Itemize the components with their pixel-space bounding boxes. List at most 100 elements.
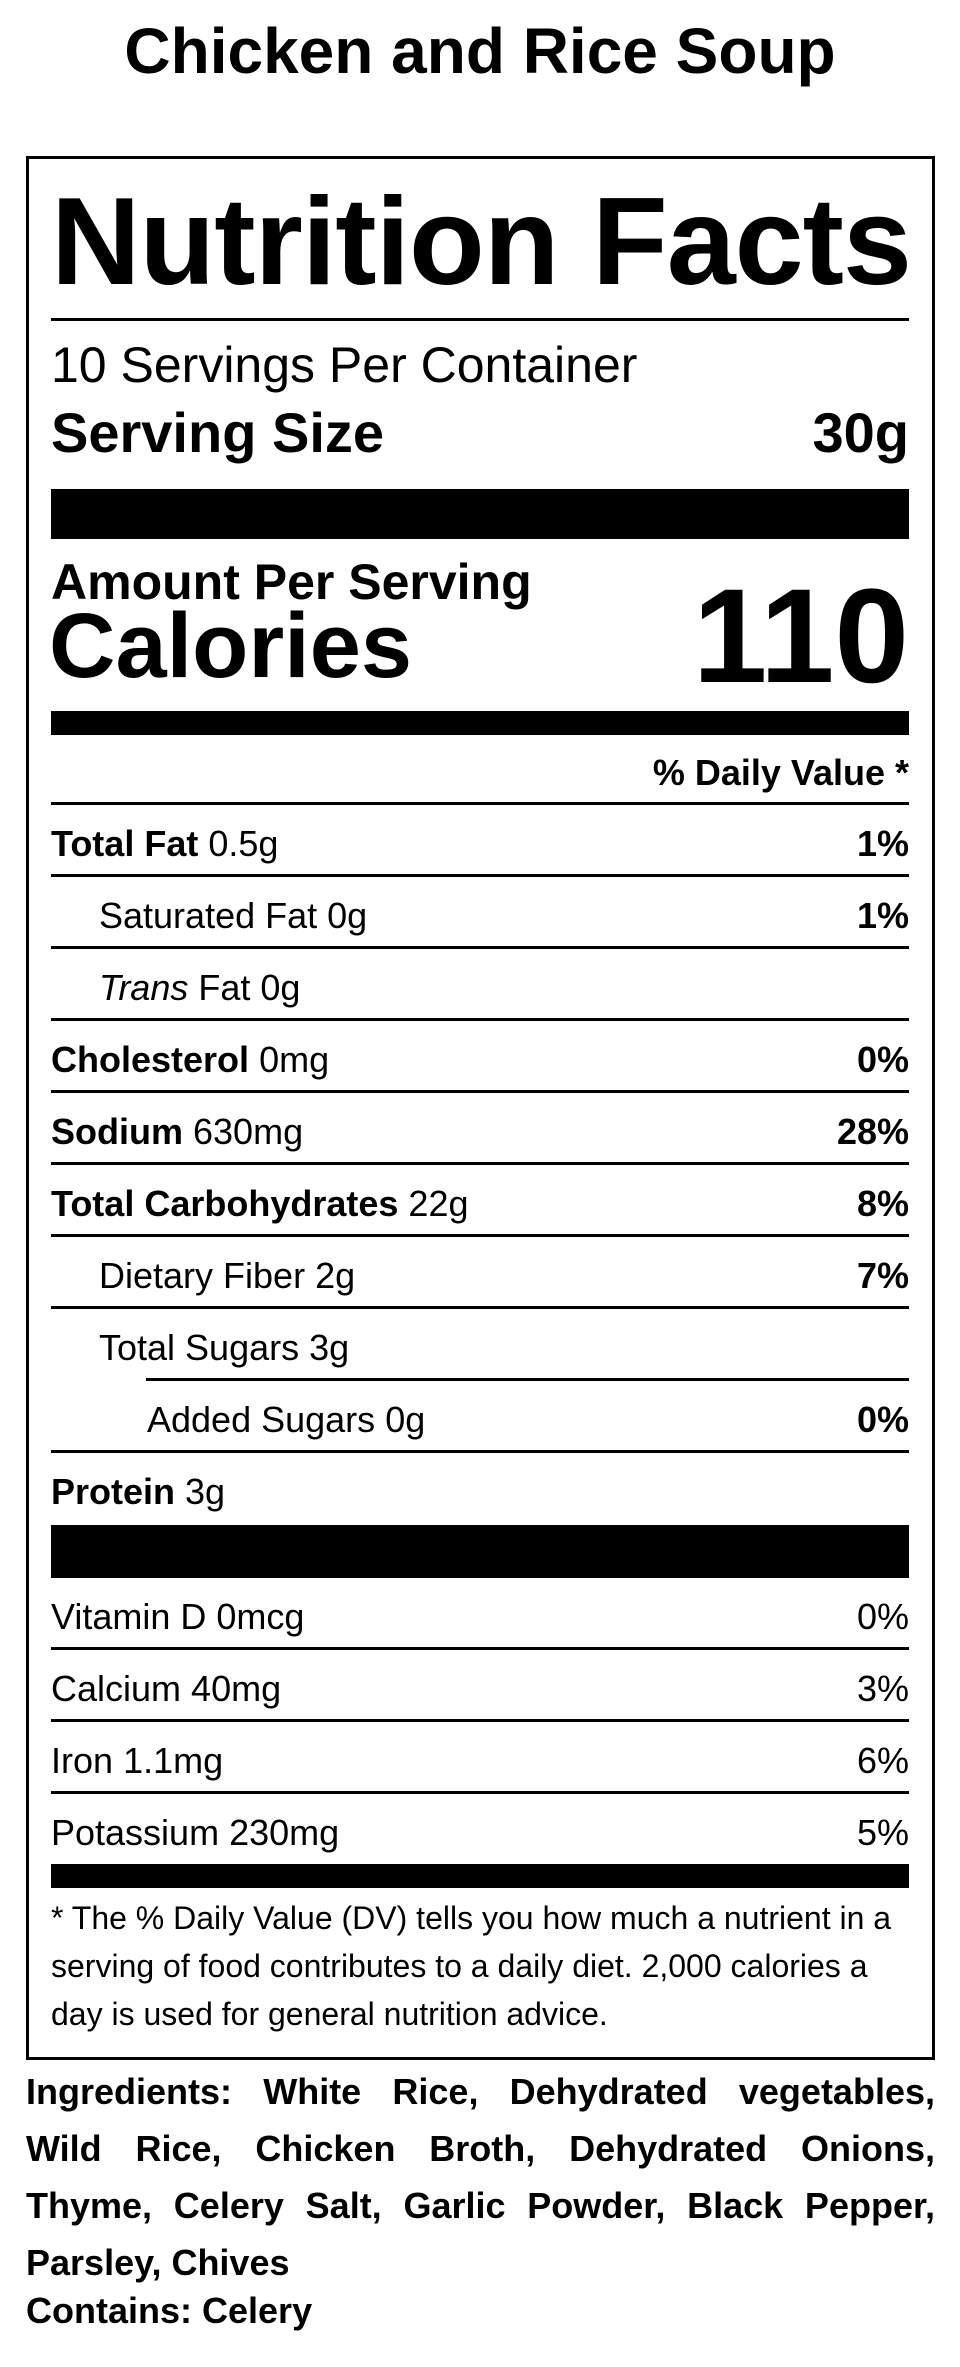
nutrient-name: Dietary Fiber	[99, 1255, 306, 1296]
rule	[51, 1450, 909, 1453]
serving-size-label: Serving Size	[51, 401, 385, 464]
nutrient-text: Trans Fat 0g	[99, 967, 300, 1009]
rule	[51, 874, 909, 877]
contains-label: Contains:	[26, 2290, 192, 2331]
nutrient-dv: 0%	[856, 1039, 909, 1080]
contains: Contains: Celery	[26, 2290, 312, 2332]
vitamin-row: Calcium 40mg 3%	[51, 1650, 909, 1722]
footnote: * The % Daily Value (DV) tells you how m…	[51, 1900, 892, 2032]
nutrient-row: Protein 3g	[51, 1453, 909, 1525]
nutrient-amount: 0mg	[259, 1039, 330, 1080]
thick-bar	[51, 1525, 909, 1578]
rule	[51, 1791, 909, 1794]
servings: 10 Servings Per Container	[51, 337, 638, 393]
vitamin-name: Iron	[51, 1740, 114, 1781]
nutrient-text: Sodium 630mg	[51, 1111, 303, 1153]
vitamin-text: Vitamin D 0mcg	[51, 1596, 304, 1638]
nutrient-name: Protein	[51, 1471, 176, 1512]
rule	[51, 1234, 909, 1237]
rule	[51, 1162, 909, 1165]
vitamin-text: Calcium 40mg	[51, 1668, 281, 1710]
nutrient-dv: 8%	[856, 1183, 909, 1224]
vitamin-dv: 6%	[856, 1740, 909, 1781]
nutrient-name: Sodium	[51, 1111, 183, 1152]
product-title: Chicken and Rice Soup	[124, 15, 836, 87]
nutrient-text: Total Fat 0.5g	[51, 823, 278, 865]
nutrient-row: Cholesterol 0mg 0%	[51, 1021, 909, 1093]
nutrient-row: Total Fat 0.5g 1%	[51, 805, 909, 877]
vitamin-text: Potassium 230mg	[51, 1812, 339, 1854]
nutrient-row: Total Sugars 3g	[51, 1309, 909, 1381]
label-heading: Nutrition Facts	[51, 173, 912, 311]
nutrient-row: Saturated Fat 0g 1%	[51, 877, 909, 949]
nutrient-dv: 1%	[856, 895, 909, 936]
nutrient-text: Total Carbohydrates 22g	[51, 1183, 469, 1225]
rule	[51, 318, 909, 321]
calories: 110	[692, 562, 909, 711]
daily-value-header: % Daily Value *	[652, 752, 909, 793]
nutrient-name: Cholesterol	[51, 1039, 250, 1080]
ingredients: Ingredients: White Rice, Dehydrated vege…	[26, 2063, 935, 2291]
nutrient-text: Total Sugars 3g	[99, 1327, 349, 1369]
vitamin-amount: 0mcg	[216, 1596, 305, 1637]
nutrient-amount: 0g	[385, 1399, 426, 1440]
calories-label: Calories	[49, 595, 413, 697]
vitamin-name: Calcium	[51, 1668, 182, 1709]
nutrient-name: Total Carbohydrates	[51, 1183, 399, 1224]
rule	[51, 1719, 909, 1722]
nutrient-amount: 22g	[408, 1183, 469, 1224]
rule	[51, 1647, 909, 1650]
label-box	[26, 156, 935, 2060]
vitamin-row: Iron 1.1mg 6%	[51, 1722, 909, 1794]
thick-bar	[51, 489, 909, 539]
ingredients-text: White Rice, Dehydrated vegetables, Wild …	[26, 2071, 935, 2283]
vitamin-amount: 230mg	[229, 1812, 340, 1853]
nutrient-name: Saturated Fat	[99, 895, 318, 936]
nutrient-name: Added Sugars	[147, 1399, 376, 1440]
vitamin-text: Iron 1.1mg	[51, 1740, 223, 1782]
amount-per-serving: Amount Per Serving	[51, 554, 532, 610]
nutrient-dv: 7%	[856, 1255, 909, 1296]
nutrient-text: Dietary Fiber 2g	[99, 1255, 355, 1297]
nutrient-dv: 1%	[856, 823, 909, 864]
nutrient-name: Fat	[198, 967, 251, 1008]
vitamin-row: Vitamin D 0mcg 0%	[51, 1578, 909, 1650]
rule	[51, 1090, 909, 1093]
vitamin-dv: 0%	[856, 1596, 909, 1637]
vitamin-row: Potassium 230mg 5%	[51, 1794, 909, 1866]
thick-bar	[51, 1864, 909, 1888]
rule	[51, 1018, 909, 1021]
ingredients-label: Ingredients:	[26, 2071, 233, 2112]
nutrient-row: Total Carbohydrates 22g 8%	[51, 1165, 909, 1237]
rule	[51, 946, 909, 949]
nutrient-row: Added Sugars 0g 0%	[51, 1381, 909, 1453]
nutrient-amount: 630mg	[193, 1111, 304, 1152]
nutrient-amount: 3g	[185, 1471, 226, 1512]
vitamin-name: Potassium	[51, 1812, 220, 1853]
vitamin-dv: 5%	[856, 1812, 909, 1853]
contains-text: Celery	[202, 2290, 313, 2331]
nutrient-amount: 0.5g	[208, 823, 279, 864]
nutrient-amount: 2g	[315, 1255, 356, 1296]
nutrient-name: Total Fat	[51, 823, 199, 864]
nutrient-row: Sodium 630mg 28%	[51, 1093, 909, 1165]
nutrient-name: Total Sugars	[99, 1327, 300, 1368]
thick-bar	[51, 711, 909, 735]
rule	[51, 802, 909, 805]
nutrient-text: Added Sugars 0g	[147, 1399, 425, 1441]
nutrient-amount: 0g	[327, 895, 368, 936]
nutrient-amount: 3g	[309, 1327, 350, 1368]
nutrient-dv: 28%	[836, 1111, 909, 1152]
nutrient-name-italic: Trans	[99, 967, 189, 1008]
vitamin-amount: 40mg	[191, 1668, 282, 1709]
nutrient-amount: 0g	[260, 967, 301, 1008]
nutrient-text: Saturated Fat 0g	[99, 895, 367, 937]
serving-size: 30g	[812, 401, 910, 464]
rule	[51, 1306, 909, 1309]
rule	[146, 1378, 909, 1381]
nutrient-text: Cholesterol 0mg	[51, 1039, 329, 1081]
vitamin-amount: 1.1mg	[123, 1740, 224, 1781]
nutrient-dv: 0%	[856, 1399, 909, 1440]
nutrient-row: Trans Fat 0g	[51, 949, 909, 1021]
